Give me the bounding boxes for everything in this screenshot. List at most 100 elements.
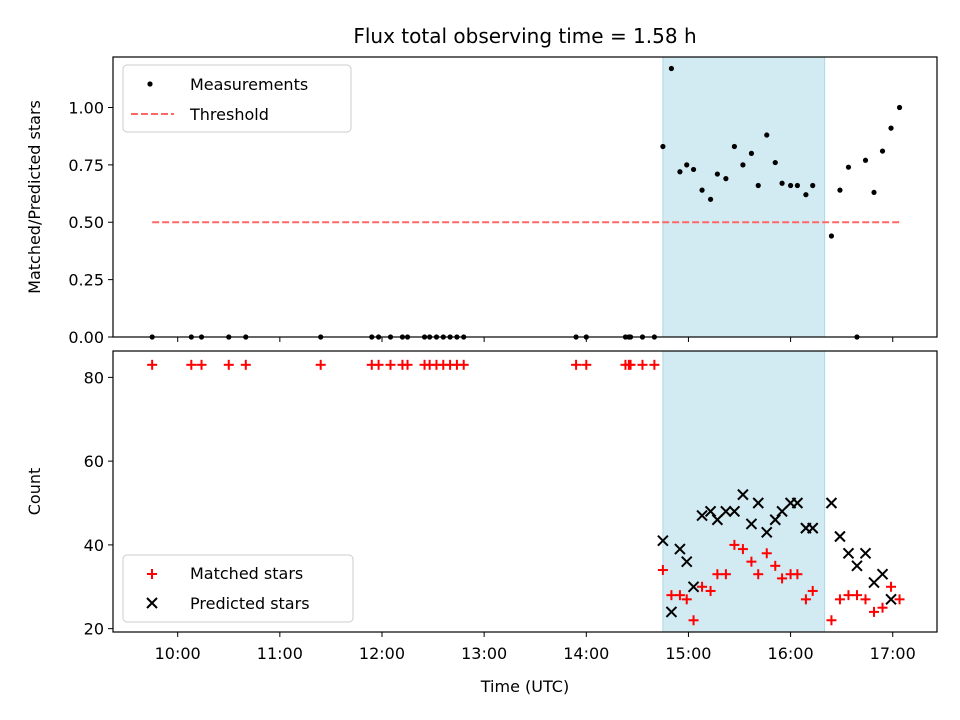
x-b bbox=[665, 606, 678, 618]
predicted-star-point bbox=[696, 509, 708, 522]
legend-box bbox=[122, 64, 352, 133]
matched-star-point bbox=[458, 359, 469, 370]
legend-measurements-marker bbox=[147, 81, 153, 87]
x-tick-label: 14:00 bbox=[563, 644, 609, 663]
top-panel: 0.00 0.25 0.50 0.75 1.00 Matched/Predicted st… bbox=[25, 24, 938, 347]
matched-star-point bbox=[657, 565, 668, 576]
predicted-star-point bbox=[791, 497, 804, 509]
x-b bbox=[885, 593, 897, 606]
matched-star-point bbox=[777, 573, 788, 584]
predicted-star-point bbox=[834, 530, 846, 543]
matched-star-point bbox=[688, 615, 699, 626]
predicted-star-point bbox=[885, 593, 897, 606]
measurement-point bbox=[714, 171, 720, 177]
x-b bbox=[704, 505, 717, 518]
predicted-star-point bbox=[687, 581, 700, 593]
matched-star-point bbox=[807, 585, 818, 596]
x-tick-label: 11:00 bbox=[257, 644, 303, 663]
measurement-point bbox=[787, 182, 794, 189]
y-axis-label: Count bbox=[25, 468, 44, 516]
matched-star-point bbox=[385, 359, 396, 370]
measurement-point bbox=[862, 157, 869, 163]
predicted-star-point bbox=[752, 497, 764, 509]
x-b bbox=[859, 547, 872, 559]
matched-star-point bbox=[834, 594, 845, 605]
predicted-star-point bbox=[720, 505, 732, 518]
matched-star-point bbox=[761, 548, 772, 559]
matched-star-point bbox=[674, 590, 685, 601]
predicted-star-point bbox=[807, 522, 819, 534]
y-tick-label: 60 bbox=[84, 452, 104, 471]
matched-star-point bbox=[746, 556, 757, 567]
x-b bbox=[720, 505, 732, 518]
matched-star-point bbox=[843, 590, 854, 601]
matched-star-point bbox=[860, 594, 871, 605]
measurement-point bbox=[748, 150, 755, 156]
measurement-point bbox=[845, 164, 852, 170]
measurement-point bbox=[879, 148, 886, 154]
x-tick-label: 17:00 bbox=[870, 644, 916, 663]
matched-star-point bbox=[737, 544, 748, 555]
y-tick-label: 80 bbox=[84, 368, 104, 387]
matched-star-point bbox=[402, 359, 413, 370]
x-tick-label: 13:00 bbox=[461, 644, 507, 663]
x-tick-label: 16:00 bbox=[768, 644, 814, 663]
predicted-star-point bbox=[859, 547, 872, 559]
y-tick-label: 20 bbox=[84, 620, 104, 639]
matched-star-point bbox=[697, 581, 708, 592]
matched-star-point bbox=[792, 569, 803, 580]
matched-star-point bbox=[894, 594, 905, 605]
x-b bbox=[745, 518, 758, 530]
predicted-star-point bbox=[674, 543, 686, 555]
measurement-point bbox=[731, 143, 738, 150]
predicted-star-point bbox=[728, 505, 741, 518]
measurement-point bbox=[723, 176, 729, 182]
measurement-point bbox=[677, 169, 683, 175]
predicted-star-point bbox=[825, 497, 838, 509]
legend-matched-marker bbox=[147, 569, 157, 579]
x-axis-label: Time (UTC) bbox=[480, 677, 569, 696]
measurement-point bbox=[888, 125, 894, 131]
matched-star-point bbox=[223, 359, 234, 370]
matched-star-point bbox=[705, 585, 716, 596]
predicted-star-point bbox=[737, 488, 749, 501]
matched-star-point bbox=[712, 569, 723, 580]
measurement-point bbox=[828, 233, 835, 239]
predicted-star-point bbox=[704, 505, 717, 518]
matched-star-point bbox=[753, 569, 764, 580]
x-b bbox=[687, 581, 700, 593]
x-b bbox=[681, 555, 693, 568]
x-tick-label: 12:00 bbox=[359, 644, 405, 663]
legend-bottom: Matched stars Predicted stars bbox=[122, 554, 354, 623]
x-b bbox=[674, 543, 686, 555]
x-b bbox=[737, 488, 749, 501]
measurement-point bbox=[810, 182, 816, 189]
legend-box bbox=[122, 554, 354, 623]
matched-star-point bbox=[800, 594, 811, 605]
y-tick-label: 40 bbox=[84, 536, 104, 555]
predicted-star-point bbox=[711, 514, 724, 526]
x-b bbox=[711, 514, 724, 526]
predicted-star-point bbox=[876, 568, 889, 580]
matched-star-point bbox=[826, 615, 837, 626]
x-tick-label: 15:00 bbox=[665, 644, 711, 663]
predicted-star-point bbox=[681, 555, 693, 568]
predicted-star-point bbox=[745, 518, 758, 530]
bottom-panel: 20 40 60 80 10:00 11:00 12:00 13:00 14:00 15:00 16… bbox=[25, 350, 938, 696]
matched-star-point bbox=[851, 590, 862, 601]
matched-star-point bbox=[186, 359, 197, 370]
x-b bbox=[752, 497, 764, 509]
measurement-point bbox=[707, 196, 714, 202]
x-b bbox=[728, 505, 741, 518]
predicted-star-point bbox=[769, 514, 781, 526]
measurement-point bbox=[803, 192, 809, 198]
x-b bbox=[657, 534, 669, 547]
matched-star-point bbox=[877, 602, 888, 613]
measurement-point bbox=[871, 189, 877, 196]
predicted-star-point bbox=[868, 576, 880, 589]
x-b bbox=[776, 505, 788, 518]
x-b bbox=[868, 576, 880, 589]
x-b bbox=[842, 547, 855, 559]
matched-star-point bbox=[770, 560, 781, 571]
shaded-span bbox=[662, 350, 826, 633]
